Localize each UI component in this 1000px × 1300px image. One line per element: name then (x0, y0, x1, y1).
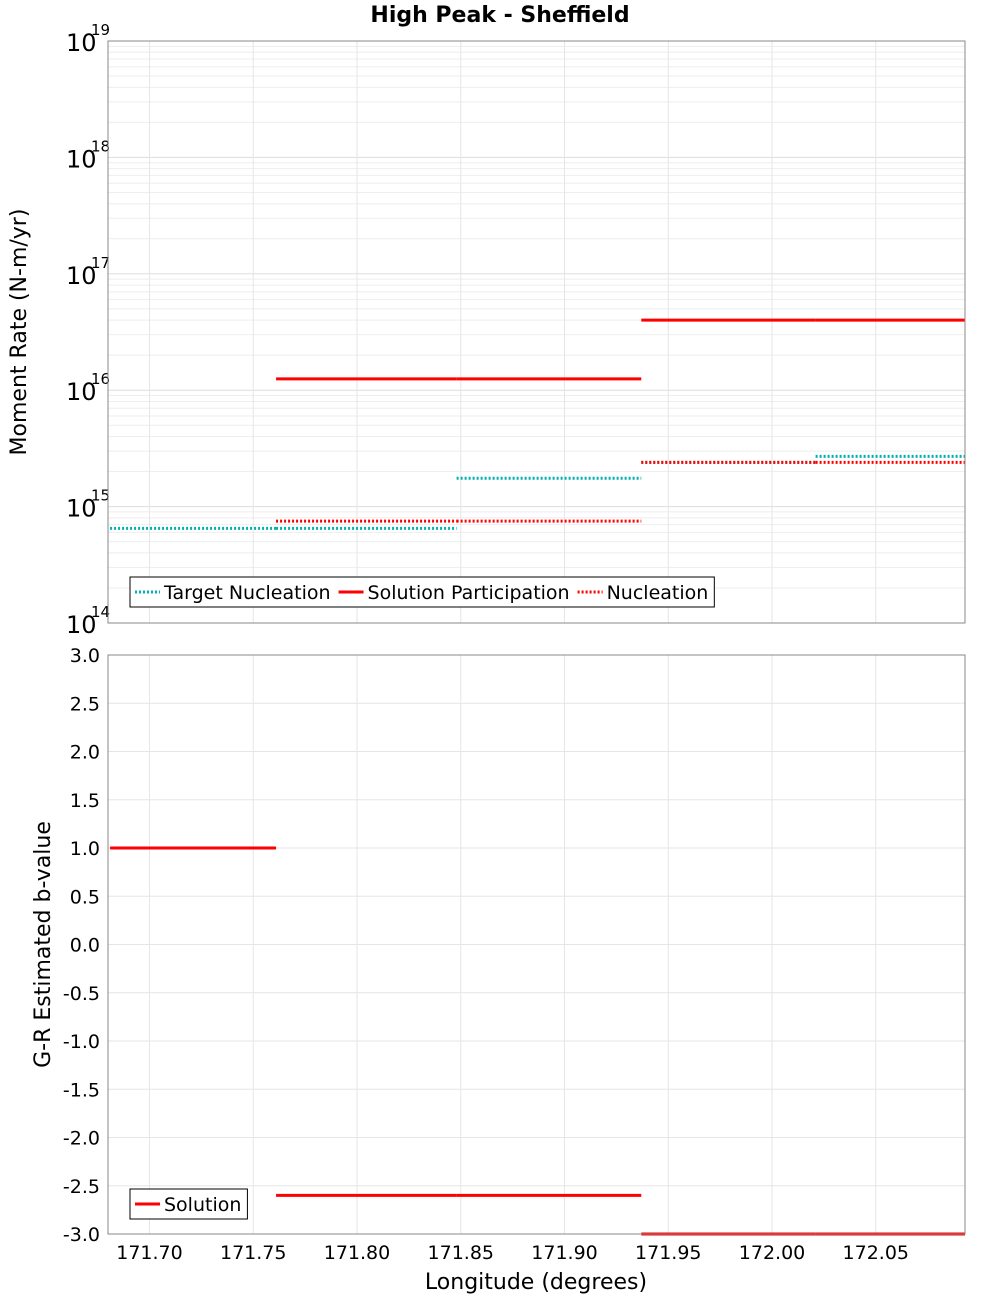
legend-label: Solution (164, 1194, 241, 1216)
y-tick-label: -0.5 (63, 983, 100, 1005)
y-tick-label: 2.5 (70, 693, 100, 715)
chart-title: High Peak - Sheffield (370, 3, 629, 28)
y-tick-label-base: 10 (66, 262, 97, 290)
y-tick-label: 0.0 (70, 935, 100, 957)
y-tick-label: 1.0 (70, 838, 100, 860)
bottom-y-axis-label: G-R Estimated b-value (31, 821, 56, 1068)
x-tick-label: 172.00 (739, 1242, 805, 1264)
y-tick-label-exponent: 16 (91, 370, 110, 388)
x-tick-label: 172.05 (843, 1242, 909, 1264)
y-tick-label: 1.5 (70, 790, 100, 812)
y-tick-label-exponent: 18 (91, 137, 110, 155)
y-tick-label-exponent: 15 (91, 487, 110, 505)
moment-series-solution-participation (276, 318, 965, 381)
x-tick-label: 171.75 (220, 1242, 286, 1264)
x-tick-label: 171.95 (635, 1242, 701, 1264)
y-tick-label: 3.0 (70, 645, 100, 667)
y-tick-label-base: 10 (66, 378, 97, 406)
y-tick-label-base: 10 (66, 611, 97, 639)
y-tick-label: 2.0 (70, 742, 100, 764)
legend: Solution (129, 1188, 248, 1220)
y-tick-label-exponent: 17 (91, 254, 110, 272)
y-tick-label-exponent: 19 (91, 21, 110, 39)
y-tick-label-base: 10 (66, 495, 97, 523)
x-tick-label: 171.85 (428, 1242, 494, 1264)
legend-label: Nucleation (607, 582, 709, 604)
plot-border (107, 654, 966, 1235)
y-tick-label: 0.5 (70, 886, 100, 908)
legend-label: Target Nucleation (163, 582, 331, 604)
x-tick-label: 171.90 (531, 1242, 597, 1264)
top-y-axis-label: Moment Rate (N-m/yr) (7, 209, 32, 456)
plot-border (107, 40, 966, 624)
y-tick-label: -3.0 (63, 1224, 100, 1246)
y-tick-label: -1.0 (63, 1031, 100, 1053)
legend-box (129, 576, 715, 608)
x-axis-label: Longitude (degrees) (425, 1270, 647, 1295)
moment-series-nucleation (276, 460, 965, 523)
x-tick-label: 171.70 (116, 1242, 182, 1264)
y-tick-label: -1.5 (63, 1079, 100, 1101)
x-tick-label: 171.80 (324, 1242, 390, 1264)
y-tick-label: -2.5 (63, 1176, 100, 1198)
b-value-panel: 3.0 2.5 2.0 1.5 1.0 0.5 0.0 -0.5 -1.0 -1.5 -2.0 -2.… (31, 645, 966, 1264)
legend: Target Nucleation Solution Participation N… (129, 576, 715, 608)
y-tick-label-base: 10 (66, 145, 97, 173)
y-tick-label: -2.0 (63, 1128, 100, 1150)
y-tick-label-base: 10 (66, 29, 97, 57)
legend-label: Solution Participation (368, 582, 570, 604)
y-tick-label-exponent: 14 (91, 603, 110, 621)
